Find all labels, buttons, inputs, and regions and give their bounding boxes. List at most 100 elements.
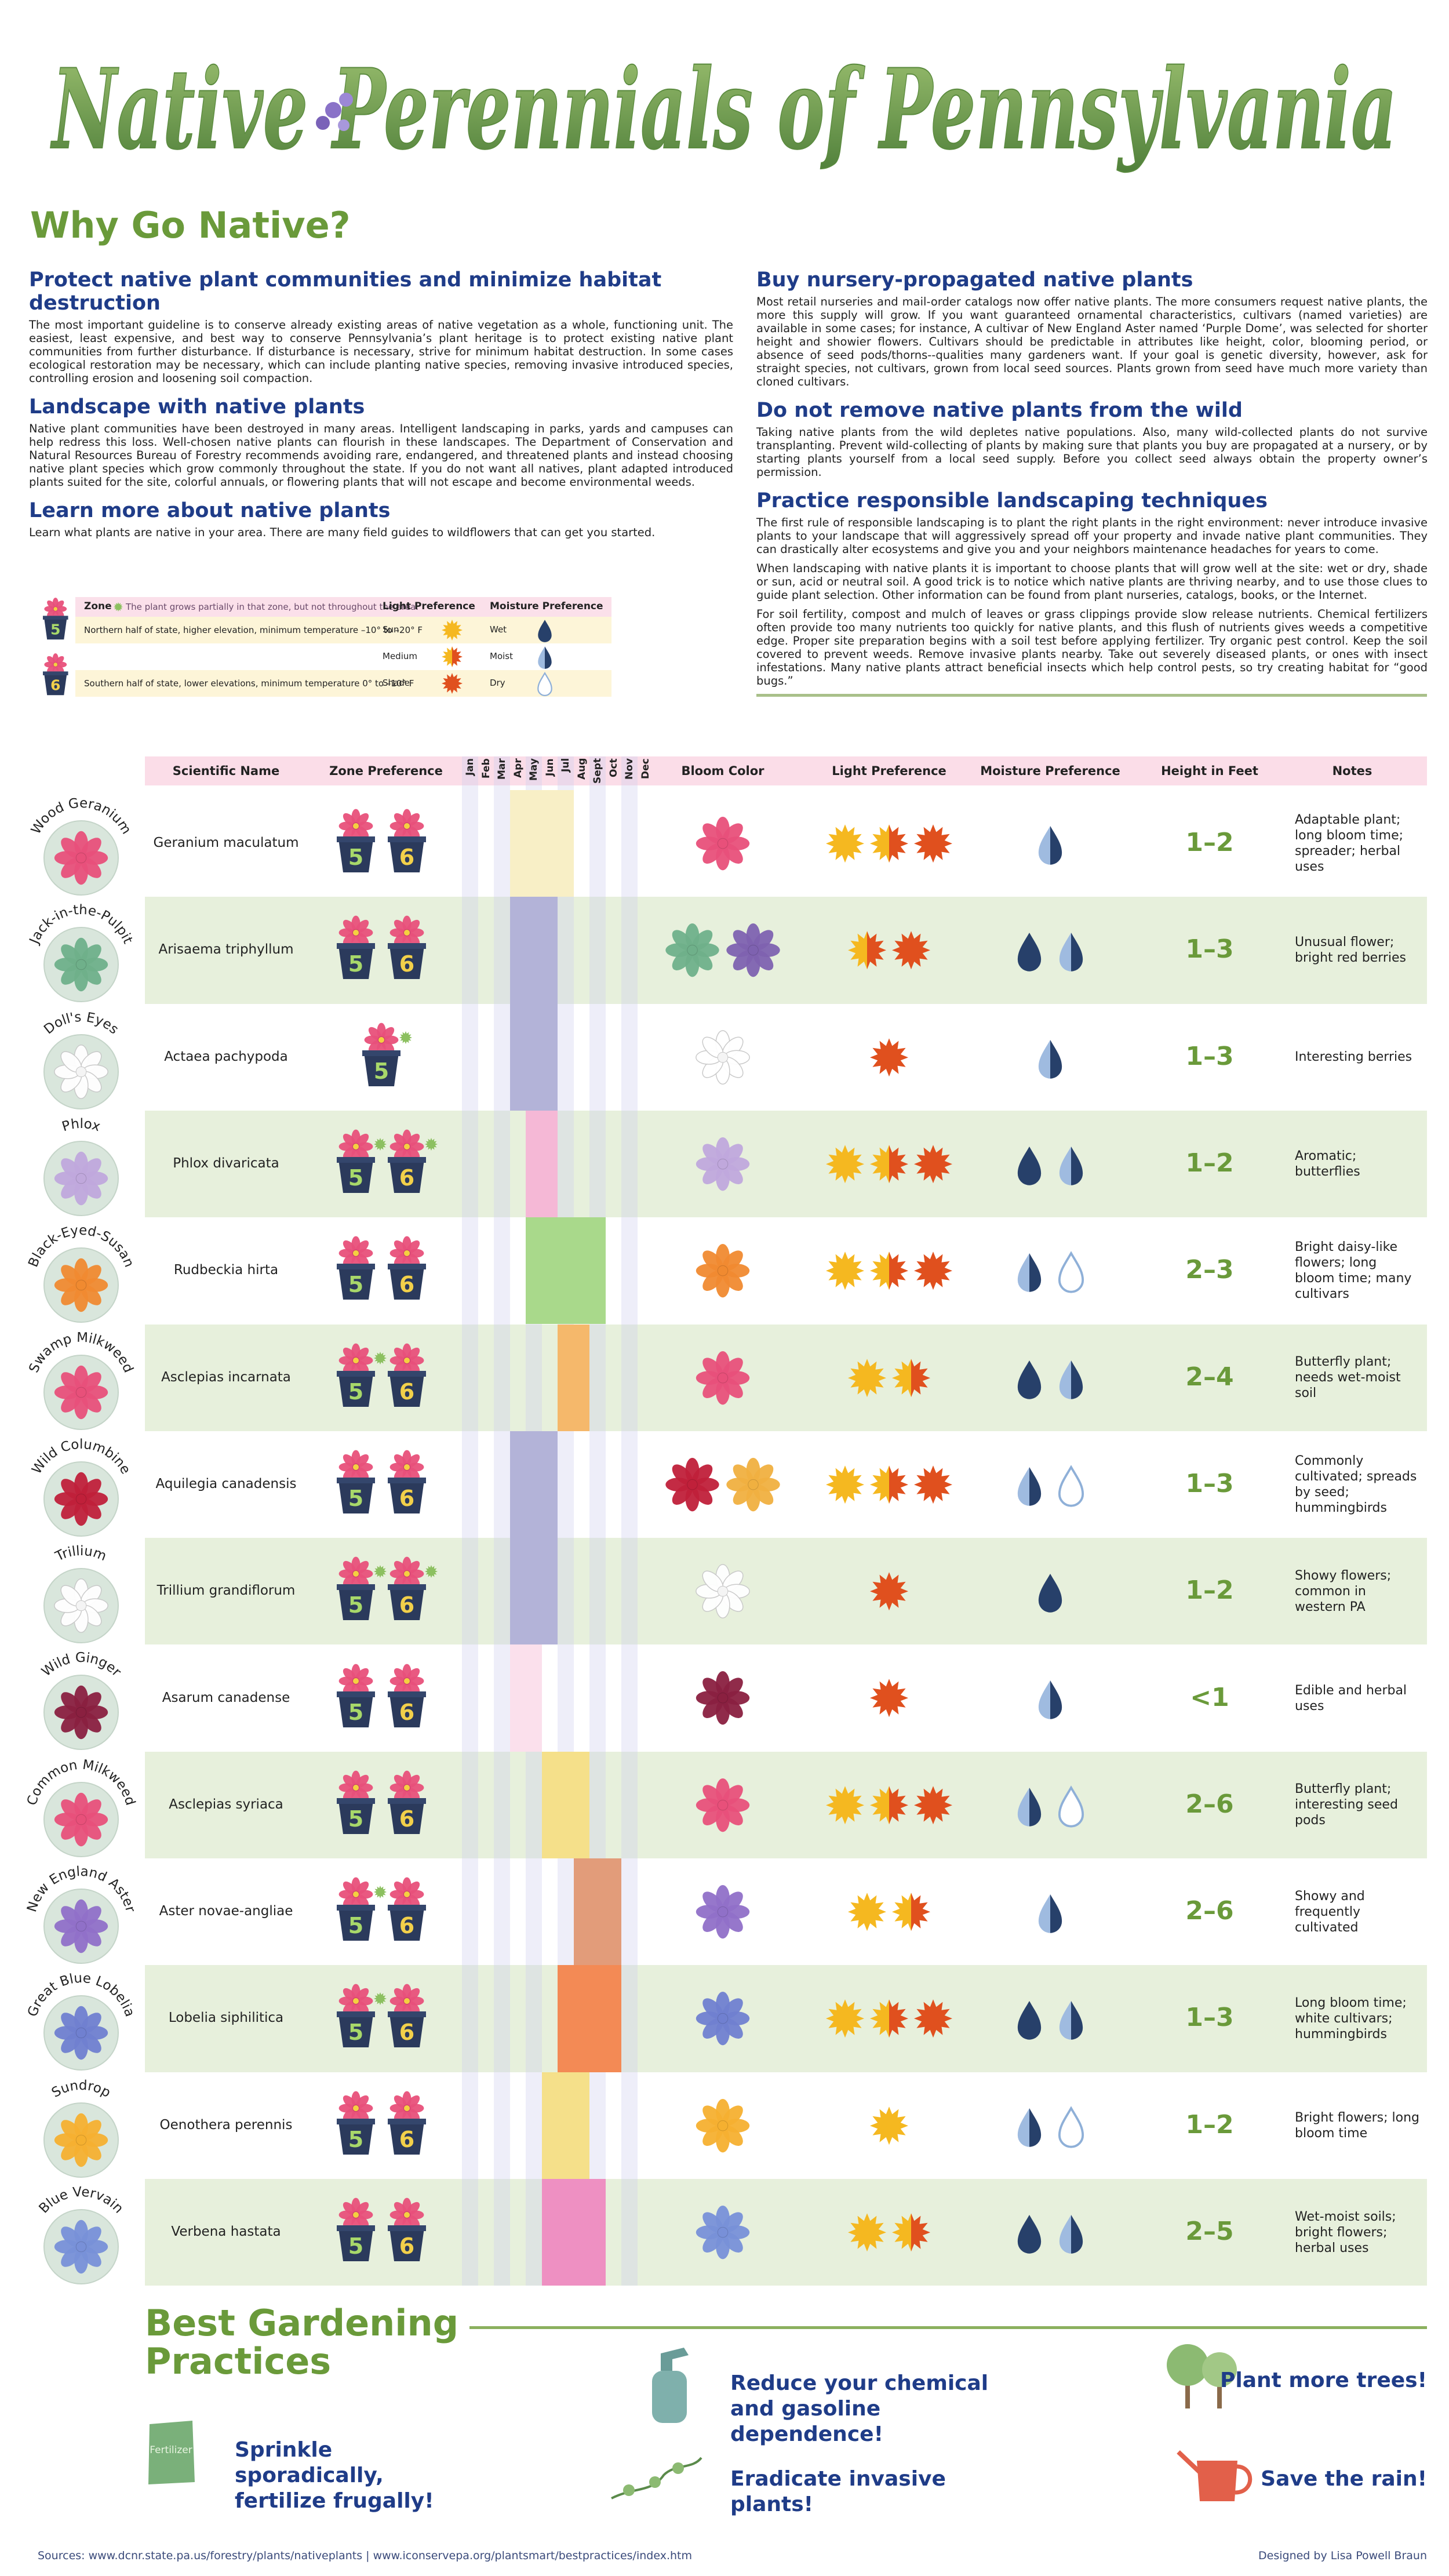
petal [406, 1573, 420, 1587]
month-label: Dec [639, 758, 651, 779]
plant-portrait: New England Aster [24, 1864, 138, 1964]
petal [343, 825, 356, 839]
legend-light-heading: Light Preference [383, 601, 475, 612]
moisture-icon [1038, 1039, 1062, 1079]
light-icon [826, 1785, 864, 1824]
scientific-name: Asclepias syriaca [169, 1796, 283, 1812]
petal [406, 920, 420, 933]
zone-pot: 5 [337, 1236, 375, 1300]
pot [389, 1587, 424, 1621]
pot-rim [337, 1477, 375, 1483]
flower-eye [404, 2212, 410, 2218]
zone-label: 5 [348, 2020, 363, 2045]
flower-center [75, 1279, 87, 1291]
petal [691, 930, 713, 951]
zone-label: 5 [348, 1806, 363, 1832]
pot [338, 1800, 373, 1834]
petal [61, 1799, 82, 1820]
petal [81, 1906, 101, 1927]
main-title: Native Perennials of Pennsylvania [50, 45, 1397, 174]
petal [343, 813, 356, 827]
notes-box: Commonly cultivated; spreads by seed; hu… [1295, 1431, 1419, 1538]
legend-icon [537, 671, 552, 696]
moisture-icon [1038, 1894, 1062, 1933]
flower [54, 2113, 108, 2167]
legend-icon [538, 620, 552, 642]
petal [672, 1464, 693, 1485]
height: 2–5 [1185, 2217, 1234, 2247]
bloom-colors [696, 2205, 750, 2260]
petal [394, 1360, 407, 1373]
month-label: Jul [560, 758, 571, 773]
section-heading: Learn more about native plants [29, 499, 391, 522]
petal [394, 1454, 407, 1468]
light-icon [892, 1893, 930, 1931]
flower [54, 831, 108, 885]
practice: Plant more trees! [1220, 2368, 1427, 2392]
pot-group: 6 [388, 1450, 426, 1513]
pot-group: 6 [42, 653, 68, 696]
legend-zone-heading: Zone [84, 601, 112, 612]
petal [702, 1270, 723, 1291]
light-icons [826, 1251, 952, 1290]
petal [394, 2108, 407, 2121]
light-icons [826, 1785, 952, 1824]
intro-right: Buy nursery-propagated native plants Most… [756, 258, 1428, 693]
flower [54, 1365, 108, 1419]
petal [355, 1894, 369, 1908]
legend-row-bg [75, 617, 611, 643]
section-text: Taking native plants from the wild deple… [756, 425, 1428, 479]
zone-pot: 6 [388, 1236, 426, 1300]
pot-rim [388, 1905, 426, 1911]
petal [343, 1467, 356, 1480]
petal [355, 2095, 369, 2109]
flower-center [717, 2120, 729, 2131]
petal [343, 1360, 356, 1373]
petal [61, 2246, 82, 2267]
bloom-colors [665, 923, 780, 977]
partial-mark [374, 1351, 387, 1365]
petal [752, 1484, 774, 1505]
notes-box: Butterfly plant; needs wet-moist soil [1295, 1325, 1419, 1431]
light-icon [826, 824, 864, 863]
legend-partial-note: The plant grows partially in that zone, … [126, 602, 419, 612]
petal [355, 920, 369, 933]
zone-label: 5 [348, 951, 363, 977]
pot-rim [337, 2011, 375, 2018]
flower [54, 1686, 108, 1740]
petal [355, 2214, 369, 2228]
petal [355, 2001, 369, 2014]
petal [343, 1680, 356, 1694]
petal [355, 1573, 369, 1587]
notes: Long bloom time; white cultivars; hummin… [1295, 1995, 1407, 2042]
flower-center [75, 959, 87, 970]
light-icon [870, 1785, 908, 1824]
partial-mark [374, 1992, 387, 2006]
plant-portrait: Swamp Milkweed [26, 1330, 136, 1430]
petal [691, 949, 713, 971]
petal [752, 949, 774, 971]
vine-icon [611, 2457, 702, 2499]
scientific-name: Trillium grandiflorum [156, 1583, 296, 1599]
zone-pot: 5 [42, 598, 68, 640]
light-icon [892, 2213, 930, 2252]
petal [406, 933, 420, 946]
moisture-icon [1059, 2214, 1083, 2254]
month-label: Jan [464, 758, 476, 776]
pot-group: 5 [337, 2197, 375, 2262]
bloom-bar [558, 1965, 621, 2072]
flower [54, 1899, 108, 1953]
light-icons [826, 1465, 952, 1504]
pot [338, 1479, 373, 1513]
pot [338, 2228, 373, 2262]
petal [722, 1804, 743, 1825]
plant-portrait: Blue Vervain [36, 2184, 126, 2284]
flower [389, 1236, 424, 1271]
petal [394, 1882, 407, 1895]
height: 1–2 [1185, 2109, 1234, 2140]
trees-icon [1167, 2344, 1237, 2408]
petal [61, 857, 82, 878]
petal [722, 1250, 743, 1271]
petal [722, 1144, 743, 1165]
section-text: The first rule of responsible landscapin… [756, 516, 1428, 556]
